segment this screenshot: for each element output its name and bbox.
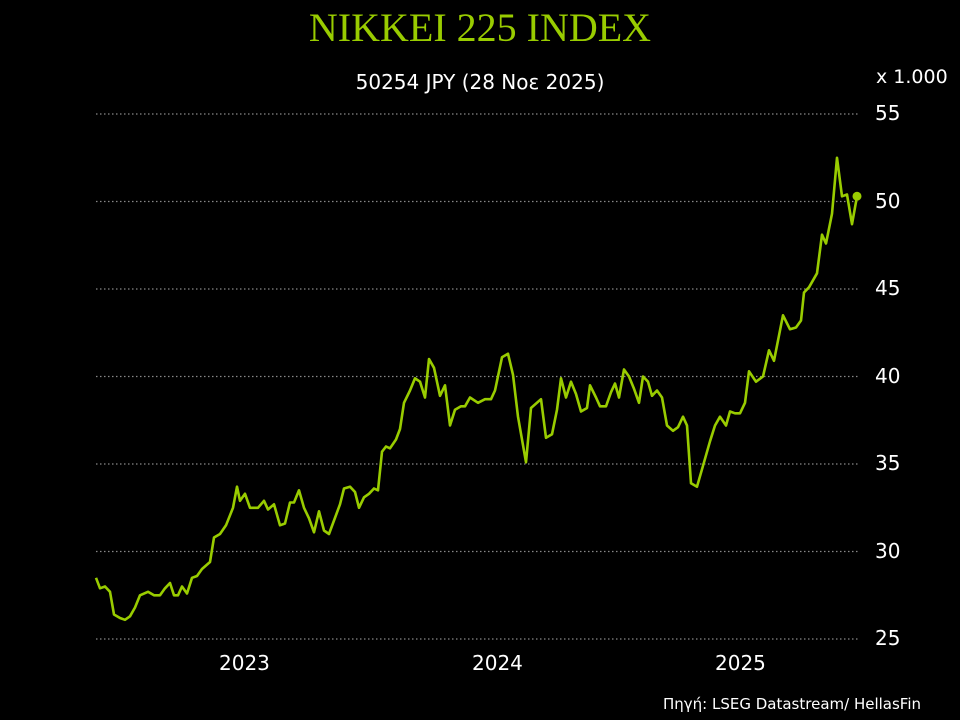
last-value-marker xyxy=(852,191,862,201)
y-tick-30: 30 xyxy=(875,539,901,563)
y-tick-35: 35 xyxy=(875,451,901,475)
gridlines xyxy=(96,113,860,640)
y-tick-45: 45 xyxy=(875,276,901,300)
y-tick-55: 55 xyxy=(875,101,901,125)
x-tick-2024: 2024 xyxy=(472,651,523,675)
index-line xyxy=(94,156,859,622)
source-note: Πηγή: LSEG Datastream/ HellasFin xyxy=(663,695,922,713)
y-tick-50: 50 xyxy=(875,189,901,213)
chart-title: NIKKEI 225 INDEX xyxy=(308,5,652,50)
x-tick-2025: 2025 xyxy=(715,651,766,675)
y-tick-25: 25 xyxy=(875,626,901,650)
y-tick-40: 40 xyxy=(875,364,901,388)
chart-subtitle: 50254 JPY (28 Νοε 2025) xyxy=(355,70,605,94)
x-tick-2023: 2023 xyxy=(219,651,270,675)
y-axis-unit: x 1.000 xyxy=(876,66,948,88)
